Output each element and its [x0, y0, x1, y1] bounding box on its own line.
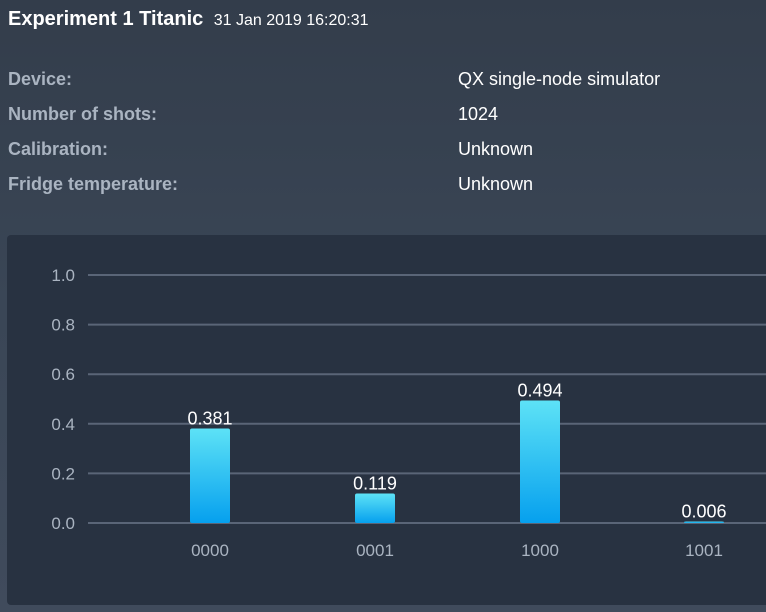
experiment-header: Experiment 1 Titanic 31 Jan 2019 16:20:3… [8, 8, 369, 31]
shots-label: Number of shots: [8, 104, 158, 124]
calibration-value: Unknown [458, 139, 534, 159]
shots-value: 1024 [458, 104, 499, 124]
bar-value-label: 0.494 [517, 380, 562, 400]
detail-row-device: Device: QX single-node simulator [8, 66, 748, 101]
device-value: QX single-node simulator [458, 69, 661, 89]
histogram-panel: 0.0 0.2 0.4 0.6 0.8 1.0 0.381 0000 0.119 0001 0.4… [7, 235, 766, 605]
calibration-label: Calibration: [8, 139, 109, 159]
experiment-details: Device: QX single-node simulator Number … [8, 66, 748, 206]
experiment-timestamp: 31 Jan 2019 16:20:31 [213, 12, 369, 29]
fridge-temperature-label: Fridge temperature: [8, 174, 179, 194]
y-tick-label: 0.6 [51, 365, 75, 384]
y-tick-label: 0.2 [51, 464, 75, 483]
x-category-label: 1000 [521, 541, 559, 560]
x-category-label: 1001 [685, 541, 723, 560]
detail-row-fridge-temperature: Fridge temperature: Unknown [8, 171, 748, 206]
x-category-label: 0000 [191, 541, 229, 560]
bar-value-label: 0.006 [681, 502, 726, 522]
y-tick-label: 1.0 [51, 266, 75, 285]
histogram-chart: 0.0 0.2 0.4 0.6 0.8 1.0 0.381 0000 0.119 0001 0.4… [51, 266, 766, 560]
y-tick-label: 0.8 [51, 316, 75, 335]
bar-value-label: 0.381 [187, 409, 232, 429]
fridge-temperature-value: Unknown [458, 174, 534, 194]
detail-row-calibration: Calibration: Unknown [8, 136, 748, 171]
experiment-title: Experiment 1 Titanic [8, 8, 204, 30]
y-tick-label: 0.4 [51, 415, 75, 434]
bar-1001[interactable] [684, 521, 724, 524]
bar-1000[interactable] [520, 400, 560, 523]
detail-row-shots: Number of shots: 1024 [8, 101, 748, 136]
bar-0001[interactable] [355, 493, 395, 523]
bar-0000[interactable] [190, 428, 230, 523]
bar-value-label: 0.119 [353, 473, 397, 493]
device-label: Device: [8, 69, 73, 89]
x-category-label: 0001 [356, 541, 394, 560]
y-tick-label: 0.0 [51, 514, 75, 533]
